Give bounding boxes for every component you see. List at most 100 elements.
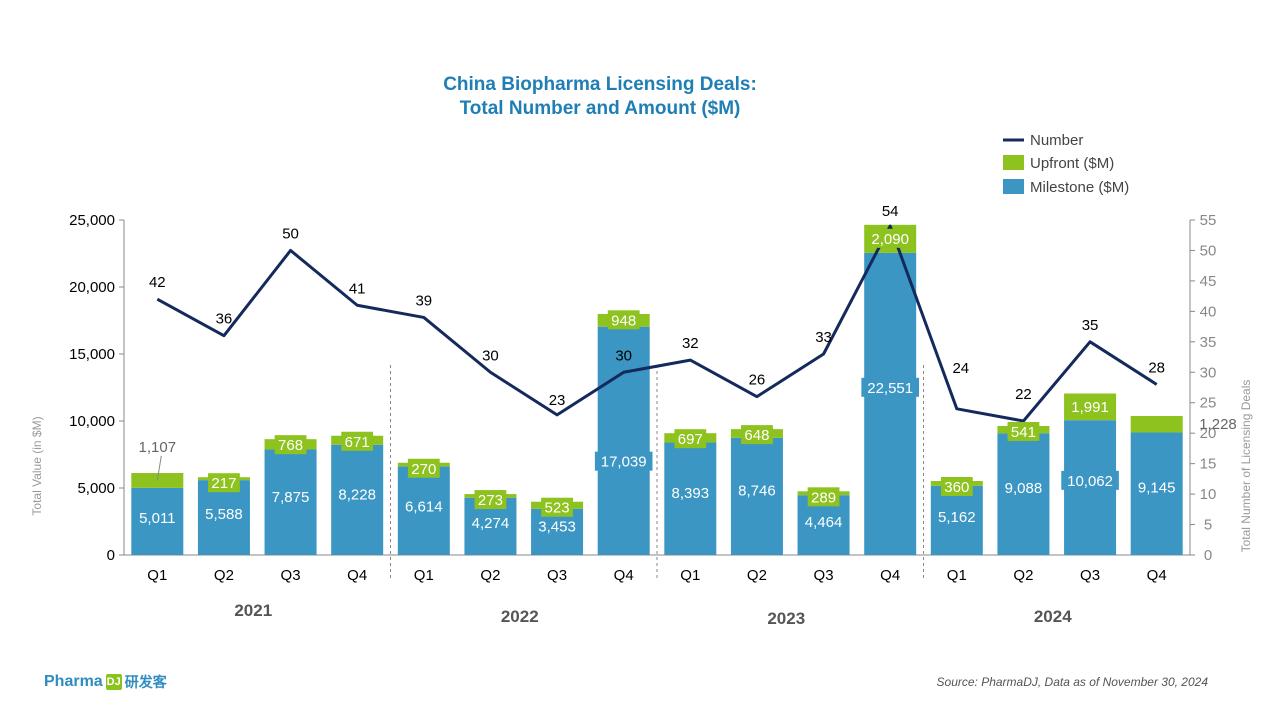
x-tick-label: Q4 <box>1147 567 1167 584</box>
y-left-tick-label: 0 <box>107 547 115 564</box>
label-upfront: 671 <box>345 434 370 451</box>
label-milestone: 5,588 <box>205 506 243 523</box>
label-upfront: 541 <box>1011 424 1036 441</box>
x-tick-label: Q2 <box>214 567 234 584</box>
x-tick-label: Q1 <box>414 567 434 584</box>
legend-milestone-label: Milestone ($M) <box>1030 179 1129 196</box>
label-number: 39 <box>415 292 432 309</box>
label-milestone-bg <box>932 506 982 526</box>
number-series-line <box>156 224 1158 423</box>
bar-milestone <box>597 326 650 555</box>
label-milestone: 8,228 <box>338 486 376 503</box>
label-upfront-bg <box>1065 396 1115 416</box>
brand-mark-icon: DJ <box>105 674 122 690</box>
label-upfront: 1,107 <box>139 439 177 456</box>
x-tick-label: Q4 <box>614 567 634 584</box>
x-tick-label: Q4 <box>880 567 900 584</box>
label-milestone: 9,088 <box>1005 480 1043 497</box>
legend-number-label: Number <box>1030 132 1083 149</box>
label-number: 41 <box>349 280 366 297</box>
brand-chinese-name: 研发客 <box>124 674 167 690</box>
label-upfront-bg <box>674 429 707 449</box>
brand-name: Pharma <box>44 673 103 690</box>
label-milestone-bg <box>332 484 382 504</box>
label-upfront-bg <box>940 477 973 497</box>
y-right-tick-label: 50 <box>1200 242 1217 259</box>
x-tick-label: Q1 <box>947 567 967 584</box>
axes: 0 5,000 10,000 15,000 20,000 25,000 0 5 10 15 20 25… <box>69 212 1216 628</box>
label-milestone-bg <box>199 503 249 523</box>
bar-upfront <box>1130 416 1183 433</box>
label-number: 54 <box>882 203 899 220</box>
label-milestone-bg <box>132 508 182 528</box>
label-milestone-bg <box>665 483 715 503</box>
y-axis-right-title: Total Number of Licensing Deals <box>1239 380 1253 553</box>
label-number: 30 <box>615 347 632 364</box>
label-number: 22 <box>1015 386 1032 403</box>
label-milestone-bg <box>732 480 782 500</box>
legend-upfront-swatch <box>1003 155 1024 170</box>
x-tick-label: Q2 <box>747 567 767 584</box>
label-leader-line <box>156 455 162 481</box>
label-milestone-bg <box>594 451 653 471</box>
label-number: 50 <box>282 225 299 242</box>
label-number: 35 <box>1082 317 1099 334</box>
x-tick-label: Q2 <box>1013 567 1033 584</box>
chart-title-line-1: China Biopharma Licensing Deals: <box>443 74 757 95</box>
y-right-tick-label: 35 <box>1200 334 1217 351</box>
label-milestone: 5,162 <box>938 509 976 526</box>
label-upfront: 273 <box>478 492 503 509</box>
label-upfront: 648 <box>744 427 769 444</box>
label-milestone-bg <box>465 513 515 532</box>
y-right-tick-label: 15 <box>1200 456 1217 473</box>
y-right-tick-label: 55 <box>1200 212 1217 229</box>
label-upfront: 768 <box>278 437 303 454</box>
label-upfront: 697 <box>678 431 703 448</box>
label-upfront-bg <box>741 425 773 445</box>
number-line <box>156 224 1158 423</box>
label-number: 24 <box>952 360 969 377</box>
x-tick-label: Q3 <box>281 567 301 584</box>
year-label: 2021 <box>234 601 272 620</box>
y-left-tick-label: 15,000 <box>69 346 115 363</box>
y-left-tick-label: 10,000 <box>69 413 115 430</box>
label-number: 42 <box>149 274 166 291</box>
label-milestone: 17,039 <box>601 454 647 471</box>
source-note: Source: PharmaDJ, Data as of November 30… <box>936 675 1208 689</box>
label-upfront: 1,228 <box>1199 416 1237 433</box>
label-upfront-bg <box>607 310 640 330</box>
year-label: 2022 <box>501 607 539 626</box>
label-upfront: 360 <box>944 479 969 496</box>
label-milestone: 6,614 <box>405 498 443 515</box>
brand-logo: Pharma DJ 研发客 <box>44 672 167 692</box>
label-upfront-bg <box>865 228 915 248</box>
label-upfront-bg <box>1007 421 1040 441</box>
label-milestone: 4,464 <box>805 514 843 531</box>
data-labels: 5,011 1,107 42 5,588 217 36 7,875 768 50 8,228 671… <box>132 203 1237 536</box>
label-number: 28 <box>1148 359 1165 376</box>
label-milestone: 8,746 <box>738 483 776 500</box>
y-right-tick-label: 5 <box>1204 517 1212 534</box>
label-upfront: 523 <box>545 500 570 517</box>
label-number: 32 <box>682 335 699 352</box>
y-right-tick-label: 45 <box>1200 273 1217 290</box>
label-milestone: 22,551 <box>867 380 913 397</box>
y-right-tick-label: 0 <box>1204 547 1212 564</box>
label-upfront: 1,991 <box>1071 399 1109 416</box>
label-milestone: 10,062 <box>1067 473 1113 490</box>
x-tick-label: Q3 <box>547 567 567 584</box>
label-upfront: 2,090 <box>871 231 909 248</box>
label-upfront-bg <box>474 490 507 510</box>
label-milestone-bg <box>998 478 1048 498</box>
y-right-tick-label: 40 <box>1200 303 1217 320</box>
label-upfront-bg <box>407 458 440 478</box>
label-milestone: 4,274 <box>472 515 510 532</box>
x-tick-label: Q1 <box>147 567 167 584</box>
label-upfront: 217 <box>211 475 236 492</box>
chart-title-line-2: Total Number and Amount ($M) <box>460 98 741 119</box>
label-number: 23 <box>549 392 566 409</box>
label-upfront: 289 <box>811 489 836 506</box>
x-tick-label: Q4 <box>347 567 367 584</box>
x-tick-label: Q3 <box>814 567 834 584</box>
